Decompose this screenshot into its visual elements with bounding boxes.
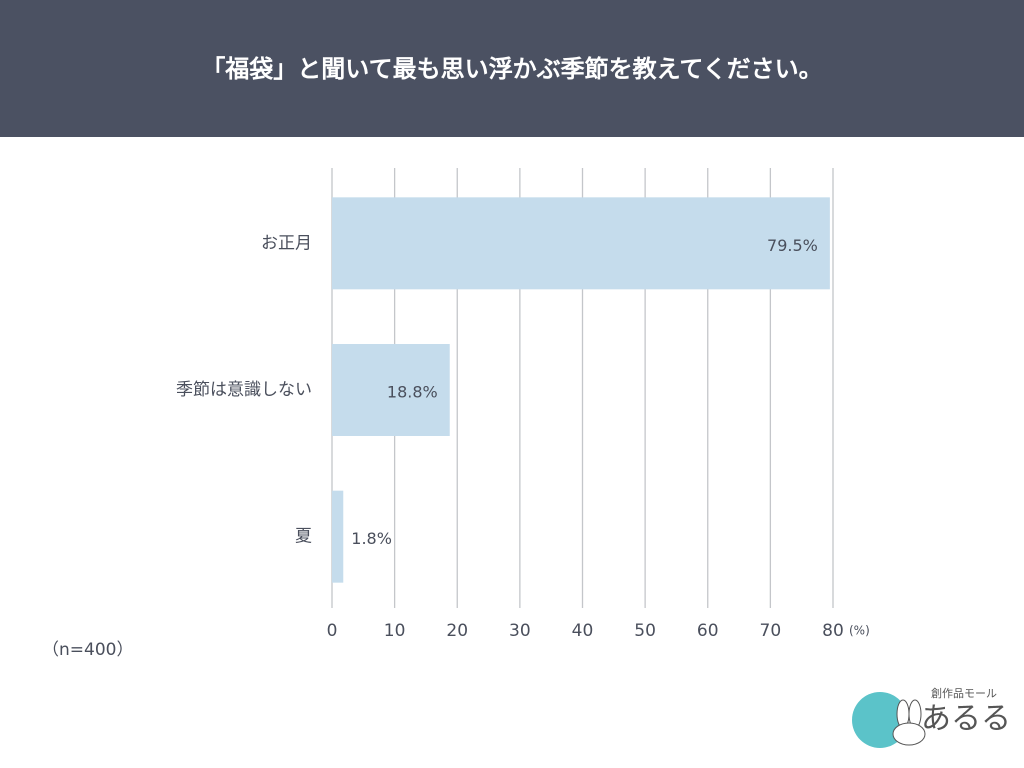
- bar: [332, 344, 450, 436]
- x-tick-label: 80: [822, 621, 844, 641]
- x-unit-label: (%): [849, 624, 870, 638]
- y-tick-label: 季節は意識しない: [176, 380, 312, 400]
- header-band: [0, 0, 1024, 137]
- x-tick-label: 20: [446, 621, 468, 641]
- x-tick-label: 10: [384, 621, 406, 641]
- x-tick-label: 40: [572, 621, 594, 641]
- bar: [332, 490, 344, 583]
- y-tick-label: お正月: [261, 233, 312, 253]
- logo-name: あるる: [921, 702, 1011, 737]
- bar: [332, 197, 830, 290]
- value-label: 79.5%: [767, 236, 818, 255]
- value-label: 1.8%: [351, 529, 392, 548]
- logo: 創作品モール あるる: [852, 687, 1011, 748]
- x-tick-label: 30: [509, 621, 531, 641]
- sample-note: （n=400）: [42, 640, 133, 660]
- x-tick-label: 0: [327, 621, 338, 641]
- logo-face: [892, 722, 926, 746]
- value-label: 18.8%: [387, 383, 438, 402]
- x-tick-label: 70: [760, 621, 782, 641]
- x-tick-label: 60: [697, 621, 719, 641]
- chart-title: 「福袋」と聞いて最も思い浮かぶ季節を教えてください。: [201, 55, 822, 83]
- logo-tagline: 創作品モール: [931, 687, 997, 700]
- y-tick-label: 夏: [295, 527, 312, 547]
- x-tick-label: 50: [634, 621, 656, 641]
